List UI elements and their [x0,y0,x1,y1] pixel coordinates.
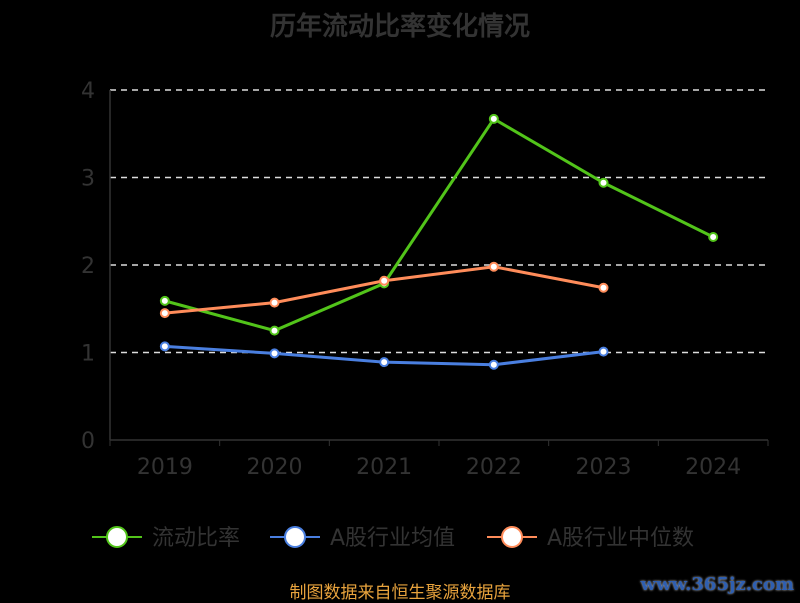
data-point [598,282,609,293]
x-tick-label: 2019 [137,455,193,480]
y-tick-label: 4 [81,79,95,104]
series-line-2 [164,265,604,315]
legend-marker [501,526,523,548]
series-line-0 [164,116,714,333]
x-tick-label: 2022 [466,455,522,480]
legend-marker [106,526,128,548]
data-point [598,346,609,357]
data-point [379,357,390,368]
x-tick-label: 2020 [247,455,303,480]
data-point [598,177,609,188]
data-point [159,308,170,319]
data-point [269,348,280,359]
data-point [269,297,280,308]
data-point [488,113,499,124]
data-point [269,325,280,336]
data-point [159,295,170,306]
legend-label: A股行业中位数 [547,526,694,551]
y-tick-label: 3 [81,167,95,192]
legend-label: 流动比率 [152,526,240,551]
data-point [379,275,390,286]
legend-marker [284,526,306,548]
x-tick-label: 2021 [356,455,412,480]
y-tick-label: 2 [81,254,95,279]
source-note: 制图数据来自恒生聚源数据库 [289,583,511,603]
data-point [488,261,499,272]
chart-title: 历年流动比率变化情况 [269,12,530,42]
data-point [708,232,719,242]
data-point [159,341,170,352]
data-point [488,359,499,370]
x-tick-label: 2023 [576,455,632,480]
y-tick-label: 0 [81,429,95,454]
y-tick-label: 1 [81,342,95,367]
x-tick-label: 2024 [685,455,741,480]
watermark: www.365jz.com [640,574,794,595]
legend-label: A股行业均值 [330,526,455,551]
